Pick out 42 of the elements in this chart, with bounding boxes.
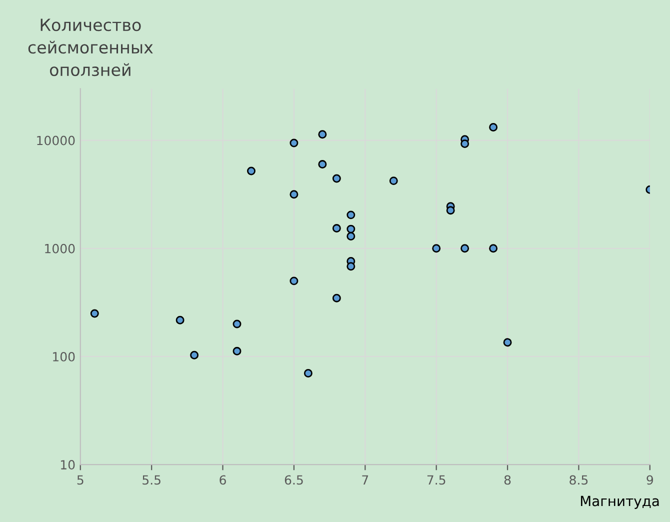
- point: [489, 244, 498, 253]
- point: [389, 176, 398, 186]
- x-tick-label: 8: [504, 475, 511, 485]
- point: [232, 346, 242, 356]
- point: [332, 174, 341, 183]
- point: [332, 294, 341, 302]
- point: [332, 224, 341, 233]
- point: [446, 206, 455, 215]
- point: [503, 338, 512, 347]
- x-tick-label: 5: [77, 475, 84, 485]
- point: [290, 276, 298, 286]
- point: [346, 262, 356, 271]
- point: [432, 244, 441, 253]
- x-axis-title: Магнитуда: [580, 496, 659, 509]
- x-tick-label: 8.5: [570, 475, 588, 485]
- x-tick-label: 6.5: [284, 475, 303, 485]
- point: [290, 190, 298, 199]
- y-tick-label: 10000: [37, 136, 75, 146]
- point: [489, 123, 498, 132]
- point: [290, 138, 298, 148]
- x-tick-label: 5.5: [142, 475, 160, 485]
- point: [176, 316, 184, 324]
- point: [304, 368, 312, 378]
- y-tick-label: 10: [61, 460, 75, 470]
- y-tick-label: 1000: [45, 244, 75, 254]
- point: [90, 309, 99, 318]
- y-axis-title: Количество сейсмогенных оползней: [28, 18, 153, 76]
- point: [346, 232, 356, 241]
- point: [190, 350, 199, 360]
- point: [346, 224, 356, 234]
- x-tick-label: 9: [646, 475, 653, 485]
- x-tick-label: 7.5: [427, 475, 446, 485]
- point: [318, 130, 327, 139]
- point: [460, 244, 470, 253]
- x-tick-label: 7: [362, 475, 368, 484]
- point: [346, 210, 356, 220]
- point: [318, 160, 327, 169]
- point: [247, 166, 256, 176]
- x-tick-label: 6: [220, 475, 226, 485]
- point: [232, 320, 242, 328]
- y-tick-label: 100: [53, 352, 75, 362]
- point: [460, 139, 470, 148]
